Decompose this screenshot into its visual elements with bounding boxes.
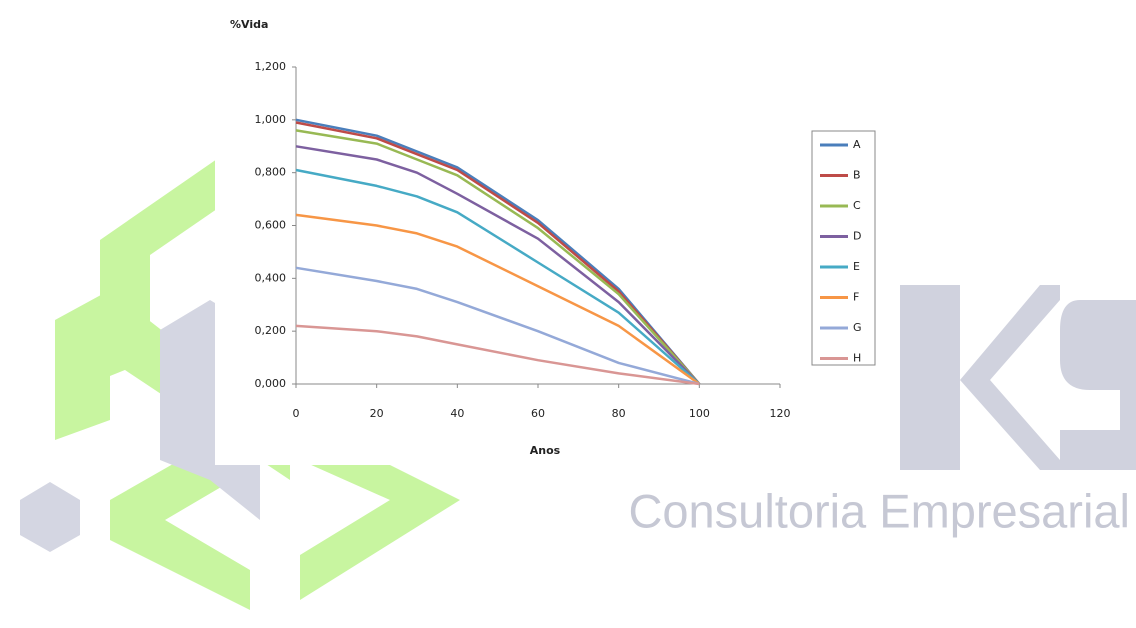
x-axis-title: Anos (530, 444, 561, 457)
y-tick-label: 0,200 (255, 324, 287, 337)
y-tick-label: 0,400 (255, 271, 287, 284)
legend-label: E (853, 260, 860, 273)
legend-label: C (853, 199, 861, 212)
series-line (295, 213, 701, 386)
series-line (295, 266, 700, 386)
series-line (295, 145, 701, 385)
legend-label: B (853, 169, 861, 182)
y-tick-label: 0,600 (255, 219, 287, 232)
legend-label: H (853, 352, 861, 365)
y-tick-label: 0,000 (255, 377, 287, 390)
legend-label: G (853, 321, 862, 334)
legend-label: D (853, 230, 861, 243)
x-tick-label: 60 (531, 407, 545, 420)
x-tick-label: 80 (612, 407, 626, 420)
x-tick-label: 0 (293, 407, 300, 420)
y-axis-title: %Vida (230, 18, 268, 31)
legend-box (811, 130, 876, 366)
logo-block (20, 482, 80, 552)
x-tick-label: 100 (689, 407, 710, 420)
y-tick-label: 1,200 (255, 60, 287, 73)
watermark-text: Consultoria Empresarial (628, 484, 1130, 537)
series-line (295, 121, 701, 385)
x-tick-label: 120 (770, 407, 791, 420)
series-line (295, 324, 700, 386)
legend-label: F (853, 291, 859, 304)
x-tick-label: 20 (370, 407, 384, 420)
logo-letter (960, 285, 1060, 470)
x-tick-label: 40 (450, 407, 464, 420)
legend-label: A (853, 138, 861, 151)
series-line (295, 129, 701, 385)
y-tick-label: 1,000 (255, 113, 287, 126)
series-line (295, 168, 701, 385)
y-tick-label: 0,800 (255, 166, 287, 179)
logo-letter (900, 285, 960, 470)
series-line (295, 118, 701, 385)
logo-letter (1060, 300, 1136, 470)
watermark: Consultoria Empresarial (20, 150, 1136, 610)
